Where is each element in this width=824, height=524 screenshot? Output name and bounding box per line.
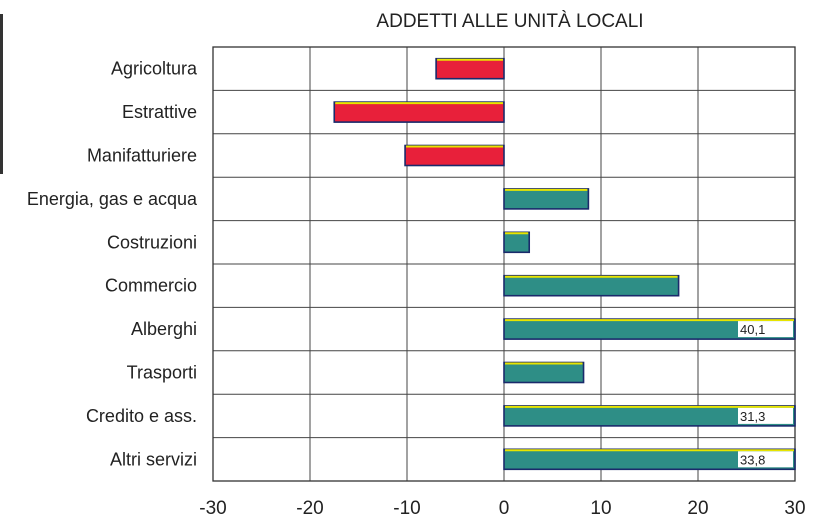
category-label: Manifatturiere	[87, 146, 197, 166]
bar	[503, 274, 680, 297]
bar-body	[503, 274, 680, 297]
data-label-box	[738, 451, 793, 468]
left-margin-rule	[0, 14, 3, 174]
category-label: Estrattive	[122, 102, 197, 122]
category-label: Altri servizi	[110, 449, 197, 469]
x-tick-label: -10	[393, 498, 420, 519]
category-label: Alberghi	[131, 319, 197, 339]
data-label-box	[738, 321, 793, 338]
bar	[404, 144, 505, 167]
category-labels: Agricoltura Estrattive Manifatturiere Energ…	[27, 59, 198, 470]
x-tick-labels: -30 -20 -10 0 10 20 30	[199, 498, 805, 519]
category-label: Credito e ass.	[86, 406, 197, 426]
data-label-box	[738, 407, 793, 424]
bars: 40,1 31,3 33,8	[333, 57, 796, 471]
bar	[333, 101, 505, 123]
bar	[435, 57, 505, 80]
bar-body	[435, 57, 505, 80]
bar-body	[503, 188, 590, 210]
bar-body	[404, 144, 505, 167]
bar: 40,1	[503, 318, 796, 340]
data-label: 33,8	[740, 452, 765, 467]
bar: 33,8	[503, 448, 796, 471]
bar	[503, 188, 590, 210]
x-tick-label: 30	[784, 498, 805, 519]
bar-body	[333, 101, 505, 123]
category-label: Energia, gas e acqua	[27, 189, 198, 209]
category-label: Costruzioni	[107, 232, 197, 252]
x-tick-label: 0	[499, 498, 510, 519]
category-label: Trasporti	[127, 363, 197, 383]
bar	[503, 361, 585, 384]
bar	[503, 231, 531, 254]
x-tick-label: 20	[687, 498, 708, 519]
category-label: Commercio	[105, 276, 197, 296]
chart-title: ADDETTI ALLE UNITÀ LOCALI	[376, 11, 643, 32]
x-tick-label: 10	[590, 498, 611, 519]
data-label: 40,1	[740, 322, 765, 337]
plot-frame	[212, 46, 796, 482]
data-label: 31,3	[740, 409, 765, 424]
bar-body	[503, 231, 531, 254]
bar-body	[503, 361, 585, 384]
bar: 31,3	[503, 405, 796, 427]
category-label: Agricoltura	[111, 59, 198, 79]
x-tick-label: -20	[296, 498, 323, 519]
x-tick-label: -30	[199, 498, 226, 519]
